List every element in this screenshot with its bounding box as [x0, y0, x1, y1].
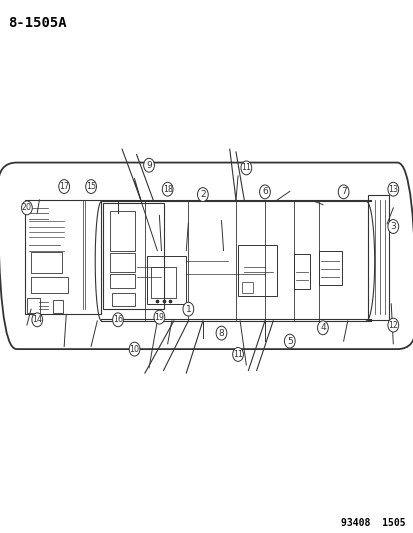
Text: 11: 11 — [241, 164, 251, 172]
Circle shape — [240, 161, 251, 175]
Circle shape — [387, 318, 398, 332]
Circle shape — [284, 334, 294, 348]
Circle shape — [129, 342, 140, 356]
Circle shape — [317, 321, 328, 335]
Circle shape — [259, 185, 270, 199]
Text: 18: 18 — [162, 185, 172, 193]
Text: 12: 12 — [387, 321, 397, 329]
Text: 11: 11 — [233, 350, 242, 359]
Text: 9: 9 — [146, 161, 152, 169]
Circle shape — [387, 182, 398, 196]
Text: 2: 2 — [199, 190, 205, 199]
Circle shape — [337, 185, 348, 199]
Circle shape — [387, 220, 398, 233]
Text: 93408  1505: 93408 1505 — [340, 518, 405, 528]
Circle shape — [232, 348, 243, 361]
Circle shape — [183, 302, 193, 316]
Text: 13: 13 — [387, 185, 397, 193]
Circle shape — [59, 180, 69, 193]
Circle shape — [85, 180, 96, 193]
Text: 15: 15 — [86, 182, 96, 191]
Text: 8: 8 — [218, 329, 224, 337]
Text: 5: 5 — [286, 337, 292, 345]
Circle shape — [21, 201, 32, 215]
Circle shape — [143, 158, 154, 172]
Text: 3: 3 — [389, 222, 395, 231]
Circle shape — [112, 313, 123, 327]
Text: 8-1505A: 8-1505A — [8, 16, 67, 30]
Circle shape — [216, 326, 226, 340]
Text: 6: 6 — [261, 188, 267, 196]
Circle shape — [154, 310, 164, 324]
Text: 10: 10 — [129, 345, 139, 353]
Circle shape — [32, 313, 43, 327]
Text: 19: 19 — [154, 313, 164, 321]
Circle shape — [197, 188, 208, 201]
Text: 7: 7 — [340, 188, 346, 196]
Circle shape — [162, 182, 173, 196]
Text: 4: 4 — [319, 324, 325, 332]
Text: 16: 16 — [113, 316, 123, 324]
Text: 20: 20 — [22, 204, 32, 212]
Text: 14: 14 — [32, 316, 42, 324]
Text: 17: 17 — [59, 182, 69, 191]
Text: 1: 1 — [185, 305, 191, 313]
